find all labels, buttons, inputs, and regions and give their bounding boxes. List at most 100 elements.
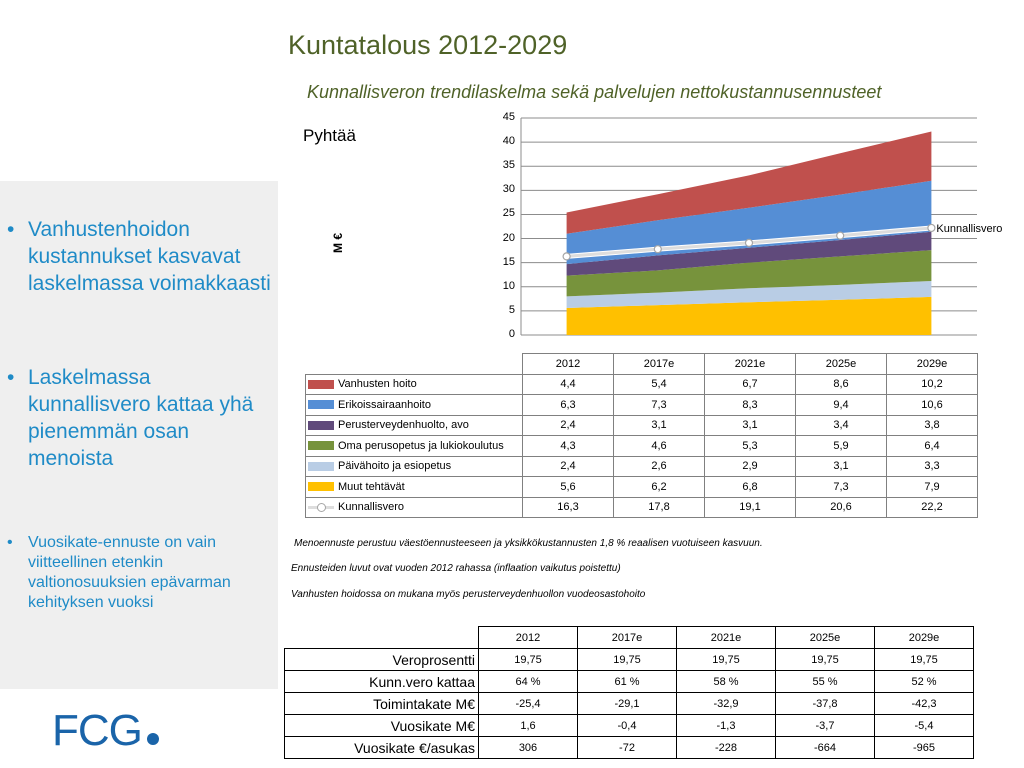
- x-tick-label: 2012: [522, 353, 614, 375]
- summary-cell: 19,75: [775, 648, 875, 671]
- legend-label: Perusterveydenhuolto, avo: [338, 419, 469, 432]
- bullet-dot: •: [7, 218, 15, 241]
- data-label: 6,3: [522, 394, 614, 416]
- data-label: 7,3: [613, 394, 705, 416]
- data-label: 8,6: [795, 373, 887, 395]
- data-label: 6,7: [704, 373, 796, 395]
- page-subtitle: Kunnallisveron trendilaskelma sekä palve…: [307, 82, 882, 102]
- summary-cell: -664: [775, 736, 875, 759]
- data-label: 22,2: [886, 496, 978, 518]
- summary-row-label: Vuosikate M€: [284, 714, 479, 737]
- summary-cell: -42,3: [874, 692, 974, 715]
- data-label: 3,1: [795, 455, 887, 477]
- summary-cell: -32,9: [676, 692, 776, 715]
- summary-cell: -29,1: [577, 692, 677, 715]
- data-label: 3,8: [886, 414, 978, 436]
- summary-cell: 52 %: [874, 670, 974, 693]
- bullet-dot: •: [7, 366, 15, 389]
- data-label: 6,8: [704, 476, 796, 498]
- logo-dot-icon: [147, 733, 159, 745]
- page-title: Kuntatalous 2012-2029: [288, 30, 568, 60]
- summary-row-label: Kunn.vero kattaa: [284, 670, 479, 693]
- data-label: 8,3: [704, 394, 796, 416]
- data-label: 16,3: [522, 496, 614, 518]
- legend-row: Vanhusten hoito 4,4 5,4 6,7 8,6 10,2: [305, 373, 978, 395]
- data-label: 5,4: [613, 373, 705, 395]
- y-tick-label: 0: [508, 328, 515, 340]
- data-label: 19,1: [704, 496, 796, 518]
- y-tick-label: 5: [508, 303, 515, 316]
- data-label: 4,6: [613, 435, 705, 457]
- summary-column-header: 2021e: [676, 626, 776, 649]
- data-label: 2,4: [522, 455, 614, 477]
- legend-swatch: [308, 461, 334, 471]
- legend-label: Oma perusopetus ja lukiokoulutus: [338, 439, 504, 452]
- legend-label: Vanhusten hoito: [338, 378, 417, 391]
- legend-row: Erikoissairaanhoito 6,3 7,3 8,3 9,4 10,6: [305, 394, 978, 416]
- area-series-vanhusten-hoito: [566, 131, 932, 234]
- summary-cell: 19,75: [874, 648, 974, 671]
- x-tick-label: 2025e: [795, 353, 887, 375]
- data-label: 10,2: [886, 373, 978, 395]
- legend-label: Päivähoito ja esiopetus: [338, 460, 452, 473]
- data-label: 3,3: [886, 455, 978, 477]
- area-chart: Kunnallisvero: [520, 117, 1002, 336]
- data-label: 2,4: [522, 414, 614, 436]
- summary-column-header: 2025e: [775, 626, 875, 649]
- legend-row: Kunnallisvero 16,3 17,8 19,1 20,6 22,2: [305, 496, 978, 518]
- area-series-muut-teht-v-t: [566, 296, 932, 335]
- chart-municipality-label: Pyhtää: [303, 126, 356, 145]
- bullet-text: Laskelmassa kunnallisvero kattaa yhä pie…: [28, 366, 254, 470]
- data-label: 4,3: [522, 435, 614, 457]
- summary-cell: 19,75: [478, 648, 578, 671]
- summary-cell: -37,8: [775, 692, 875, 715]
- x-tick-label: 2017e: [613, 353, 705, 375]
- summary-table: 2012 2017e 2021e 2025e 2029e Veroprosentti 19,…: [284, 626, 974, 759]
- note-3: Vanhusten hoidossa on mukana myös perust…: [291, 589, 646, 600]
- legend-swatch: [308, 502, 334, 512]
- note-1: Menoennuste perustuu väestöennusteeseen …: [294, 538, 763, 549]
- summary-cell: 19,75: [676, 648, 776, 671]
- summary-row-label: Vuosikate €/asukas: [284, 736, 479, 759]
- data-label: 9,4: [795, 394, 887, 416]
- data-label: 6,4: [886, 435, 978, 457]
- legend-row: Muut tehtävät 5,6 6,2 6,8 7,3 7,9: [305, 476, 978, 498]
- summary-cell: -5,4: [874, 714, 974, 737]
- legend-swatch: [308, 441, 334, 451]
- y-tick-label: 15: [502, 255, 515, 268]
- area-series-perusterveydenhuolto-avo: [566, 231, 932, 276]
- summary-cell: -25,4: [478, 692, 578, 715]
- data-label: 7,3: [795, 476, 887, 498]
- summary-cell: -72: [577, 736, 677, 759]
- summary-row: Vuosikate M€ 1,6 -0,4 -1,3 -3,7 -5,4: [284, 714, 974, 737]
- y-tick-label: 30: [502, 183, 515, 196]
- summary-cell: -3,7: [775, 714, 875, 737]
- data-label: 5,3: [704, 435, 796, 457]
- line-point: [836, 231, 845, 240]
- data-label: 3,1: [704, 414, 796, 436]
- data-label: 4,4: [522, 373, 614, 395]
- legend-row: Perusterveydenhuolto, avo 2,4 3,1 3,1 3,4 3,8: [305, 414, 978, 436]
- data-label: 6,2: [613, 476, 705, 498]
- data-label: 3,1: [613, 414, 705, 436]
- summary-column-header: 2029e: [874, 626, 974, 649]
- legend-marker-icon: [317, 502, 326, 512]
- data-label: 2,9: [704, 455, 796, 477]
- summary-column-header: 2012: [478, 626, 578, 649]
- line-point: [653, 245, 662, 254]
- y-tick-label: 10: [502, 279, 515, 292]
- y-tick-label: 35: [502, 159, 515, 172]
- legend-label: Muut tehtävät: [338, 480, 405, 493]
- y-tick-label: 45: [502, 111, 515, 123]
- summary-cell: -1,3: [676, 714, 776, 737]
- summary-cell: 306: [478, 736, 578, 759]
- data-label: 17,8: [613, 496, 705, 518]
- summary-cell: -965: [874, 736, 974, 759]
- summary-cell: -0,4: [577, 714, 677, 737]
- legend-swatch: [308, 420, 334, 430]
- summary-cell: 58 %: [676, 670, 776, 693]
- x-tick-label: 2029e: [886, 353, 978, 375]
- legend-swatch: [308, 482, 334, 492]
- area-series-p-iv-hoito-ja-esiopetus: [566, 280, 932, 308]
- summary-row: Toimintakate M€ -25,4 -29,1 -32,9 -37,8 -42,3: [284, 692, 974, 715]
